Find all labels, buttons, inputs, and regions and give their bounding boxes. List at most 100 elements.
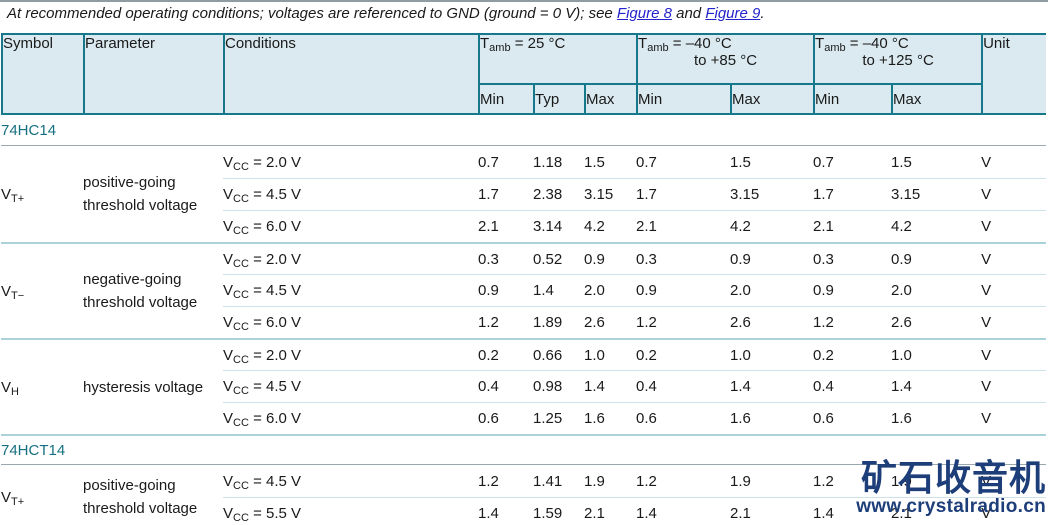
value-cell: 1.7 bbox=[478, 178, 533, 210]
unit-cell: V bbox=[981, 242, 1047, 274]
column-header-unit: Unit bbox=[981, 33, 1047, 115]
table-header-row-2: Min Typ Max Min Max Min Max bbox=[1, 83, 1046, 115]
section-row: 74HCT14 bbox=[1, 434, 1047, 465]
value-cell: 0.6 bbox=[636, 402, 731, 434]
table-row: VCC = 4.5 V 0.9 1.4 2.0 0.9 2.0 0.9 2.0 V bbox=[1, 274, 1047, 306]
column-header-min-85: Min bbox=[636, 83, 731, 115]
value-cell: 0.9 bbox=[730, 242, 814, 274]
value-cell: 1.9 bbox=[584, 472, 605, 490]
condition-base: V bbox=[223, 472, 234, 490]
table-row: VT+ positive-going threshold voltage VCC =… bbox=[1, 146, 1046, 215]
condition-subscript: CC bbox=[233, 479, 249, 492]
condition-subscript: CC bbox=[233, 321, 249, 333]
condition-cell: VCC = 2.0 V bbox=[223, 146, 478, 178]
column-header-max-125: Max bbox=[891, 83, 982, 115]
section-row: 74HC14 bbox=[1, 115, 1047, 146]
symbol-cell: VH bbox=[1, 338, 83, 434]
condition-cell: VCC = 6.0 V bbox=[223, 210, 478, 242]
value-cell: 0.7 bbox=[636, 153, 657, 171]
value-cell: 1.2 bbox=[813, 306, 892, 338]
condition-value: = 5.5 V bbox=[248, 505, 302, 522]
condition-subscript: CC bbox=[233, 353, 249, 366]
value-cell: 0.9 bbox=[636, 274, 731, 306]
value-cell: 2.1 bbox=[730, 497, 814, 525]
value-cell: 1.4 bbox=[533, 274, 584, 306]
column-header-symbol: Symbol bbox=[1, 33, 83, 115]
value-cell: 0.9 bbox=[478, 274, 533, 306]
column-header-conditions: Conditions bbox=[223, 33, 478, 115]
parameter-cell: negative-going threshold voltage bbox=[83, 242, 223, 338]
value-cell: 3.15 bbox=[584, 178, 637, 210]
condition-value: = 6.0 V bbox=[248, 314, 302, 331]
figure-8-link[interactable]: Figure 8 bbox=[616, 5, 672, 22]
value-cell: 0.98 bbox=[533, 370, 584, 402]
condition-base: V bbox=[223, 186, 234, 203]
condition-base: V bbox=[223, 282, 234, 299]
value-cell: 0.7 bbox=[813, 153, 834, 171]
condition-value: = 6.0 V bbox=[248, 218, 302, 235]
tamb-value: = –40 °C bbox=[668, 35, 732, 52]
value-cell: 1.4 bbox=[730, 370, 814, 402]
parameter-cell: hysteresis voltage bbox=[83, 338, 223, 434]
table-row: VH hysteresis voltage VCC = 2.0 V 0.2 0.66 1.… bbox=[1, 338, 1047, 398]
value-cell: 0.2 bbox=[813, 338, 892, 370]
table-row: VCC = 5.5 V 1.4 1.59 2.1 1.4 2.1 1.4 2.1 V bbox=[1, 497, 1047, 525]
unit-cell: V bbox=[981, 472, 992, 490]
value-cell: 1.4 bbox=[636, 497, 731, 525]
condition-value: = 4.5 V bbox=[248, 186, 302, 203]
symbol-subscript: T+ bbox=[11, 192, 25, 205]
condition-cell: VCC = 4.5 V bbox=[223, 465, 478, 497]
value-cell: 0.9 bbox=[584, 242, 637, 274]
value-cell: 0.3 bbox=[478, 242, 533, 274]
value-cell: 2.1 bbox=[891, 497, 982, 525]
condition-cell: VCC = 4.5 V bbox=[223, 178, 478, 210]
value-cell: 1.4 bbox=[891, 370, 982, 402]
value-cell: 2.6 bbox=[891, 306, 982, 338]
value-cell: 1.2 bbox=[813, 472, 834, 490]
figure-9-link[interactable]: Figure 9 bbox=[705, 5, 761, 22]
value-cell: 1.89 bbox=[533, 306, 584, 338]
intro-text-and: and bbox=[671, 5, 706, 22]
symbol-base: V bbox=[1, 378, 12, 396]
tamb-value-line2: to +85 °C bbox=[693, 52, 758, 69]
value-cell: 1.59 bbox=[533, 497, 584, 525]
value-cell: 1.7 bbox=[636, 178, 731, 210]
unit-cell: V bbox=[981, 497, 1047, 525]
value-cell: 1.4 bbox=[478, 497, 533, 525]
condition-subscript: CC bbox=[233, 385, 249, 397]
value-cell: 1.6 bbox=[730, 402, 814, 434]
symbol-cell: VT+ bbox=[1, 146, 83, 242]
value-cell: 2.0 bbox=[584, 274, 637, 306]
value-cell: 1.4 bbox=[584, 370, 637, 402]
condition-base: V bbox=[223, 250, 234, 268]
value-cell: 0.6 bbox=[478, 402, 533, 434]
column-header-typ-25: Typ bbox=[533, 83, 584, 115]
condition-subscript: CC bbox=[233, 193, 249, 205]
condition-subscript: CC bbox=[233, 512, 249, 524]
condition-value: = 6.0 V bbox=[248, 410, 302, 427]
condition-value: = 2.0 V bbox=[248, 153, 302, 171]
condition-cell: VCC = 4.5 V bbox=[223, 370, 478, 402]
value-cell: 0.3 bbox=[636, 242, 731, 274]
value-cell: 1.2 bbox=[478, 306, 533, 338]
value-cell: 0.4 bbox=[636, 370, 731, 402]
intro-text: At recommended operating conditions; vol… bbox=[7, 5, 617, 22]
symbol-base: V bbox=[1, 488, 12, 506]
unit-cell: V bbox=[981, 274, 1047, 306]
condition-base: V bbox=[223, 346, 234, 364]
condition-base: V bbox=[223, 505, 234, 522]
value-cell: 1.5 bbox=[891, 153, 912, 171]
table-row: VT+ positive-going threshold voltage VCC =… bbox=[1, 465, 1046, 518]
value-cell: 4.2 bbox=[584, 210, 637, 242]
value-cell: 0.66 bbox=[533, 338, 584, 370]
unit-cell: V bbox=[981, 153, 992, 171]
value-cell: 0.2 bbox=[636, 338, 731, 370]
condition-cell: VCC = 4.5 V bbox=[223, 274, 478, 306]
condition-subscript: CC bbox=[233, 417, 249, 429]
section-title: 74HC14 bbox=[1, 115, 1047, 146]
condition-subscript: CC bbox=[233, 289, 249, 301]
tamb-symbol: T bbox=[815, 35, 825, 52]
column-header-max-85: Max bbox=[730, 83, 814, 115]
static-characteristics-table: Symbol Parameter Conditions Tamb = 25 °C… bbox=[1, 33, 1047, 525]
